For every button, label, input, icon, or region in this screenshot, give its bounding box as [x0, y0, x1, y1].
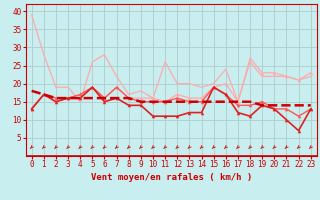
X-axis label: Vent moyen/en rafales ( km/h ): Vent moyen/en rafales ( km/h )	[91, 173, 252, 182]
